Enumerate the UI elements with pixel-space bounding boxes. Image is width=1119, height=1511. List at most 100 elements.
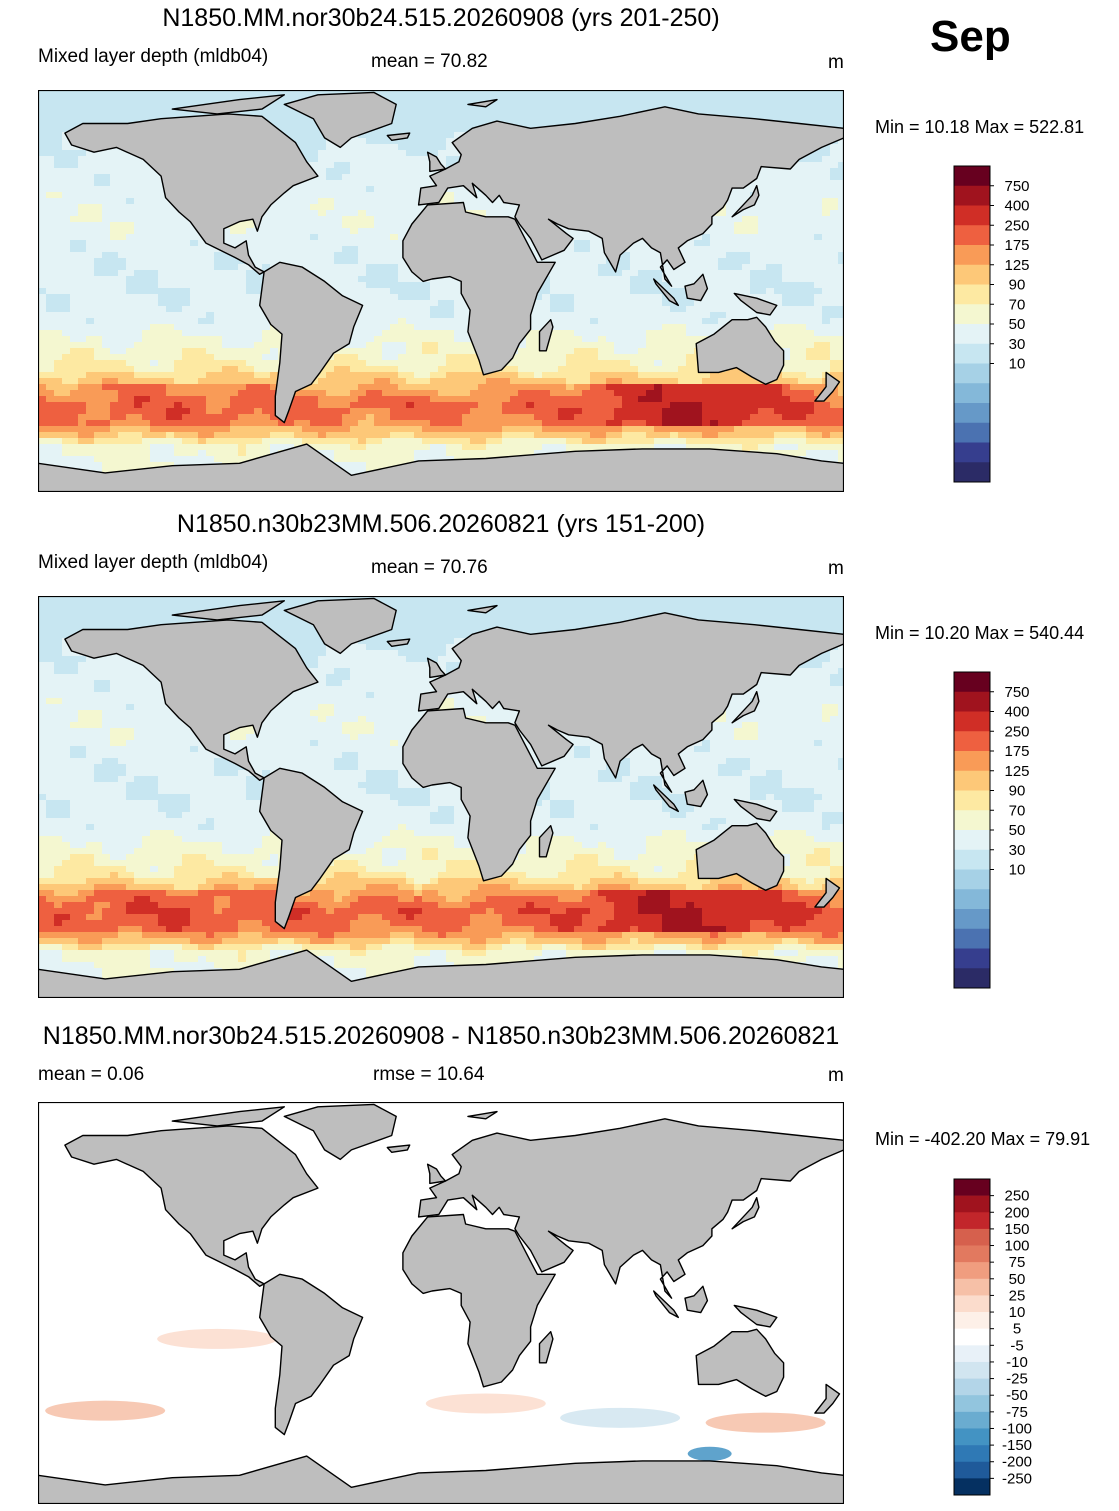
colorbar-swatch bbox=[954, 1478, 990, 1496]
panel-2-colorbar: 750 400 250 175 125 90 70 50 30 10 bbox=[953, 671, 1030, 989]
land-arctic-islands bbox=[171, 94, 285, 115]
colorbar-swatch bbox=[954, 343, 990, 364]
land-borneo bbox=[684, 1285, 709, 1314]
land-africa bbox=[402, 707, 556, 882]
land-new-guinea bbox=[733, 292, 778, 316]
colorbar-swatch bbox=[954, 830, 990, 851]
land-north-america bbox=[64, 619, 319, 781]
colorbar-tick-label: -10 bbox=[1006, 1354, 1028, 1371]
month-label: Sep bbox=[930, 12, 1011, 61]
land-sumatra bbox=[653, 278, 679, 307]
colorbar-swatch bbox=[954, 264, 990, 285]
colorbar-swatch bbox=[954, 1245, 990, 1263]
colorbar-tick-label: -150 bbox=[1002, 1437, 1032, 1454]
land-mask bbox=[38, 597, 844, 998]
colorbar-tick-label: 250 bbox=[1004, 1188, 1029, 1205]
colorbar-swatch bbox=[954, 928, 990, 949]
colorbar-swatch bbox=[954, 1461, 990, 1479]
anomaly-patch bbox=[687, 1446, 732, 1461]
colorbar-tick-label: 50 bbox=[1009, 316, 1026, 333]
colorbar-tick-label: 50 bbox=[1009, 1271, 1026, 1288]
colorbar-tick-label: -100 bbox=[1002, 1420, 1032, 1437]
colorbar-swatch bbox=[954, 869, 990, 890]
colorbar-swatch bbox=[954, 790, 990, 811]
colorbar-tick-label: -5 bbox=[1010, 1337, 1023, 1354]
land-antarctica bbox=[38, 443, 844, 492]
colorbar-tick-label: 150 bbox=[1004, 1221, 1029, 1238]
land-new-zealand bbox=[814, 371, 841, 402]
colorbar-tick-label: 400 bbox=[1004, 704, 1029, 721]
colorbar-tick-label: 750 bbox=[1004, 684, 1029, 701]
colorbar-tick-label: 70 bbox=[1009, 296, 1026, 313]
land-africa bbox=[402, 201, 556, 376]
land-north-america bbox=[64, 113, 319, 275]
colorbar-tick-label: 175 bbox=[1004, 237, 1029, 254]
panel-1-colorbar: 750 400 250 175 125 90 70 50 30 10 bbox=[953, 165, 1030, 483]
colorbar-swatch bbox=[954, 1262, 990, 1280]
colorbar-swatch bbox=[954, 948, 990, 969]
panel-2-variable-label: Mixed layer depth (mldb04) bbox=[38, 552, 269, 573]
land-iceland bbox=[386, 132, 411, 141]
colorbar-tick-label: 750 bbox=[1004, 178, 1029, 195]
anomaly-patch bbox=[425, 1393, 546, 1414]
colorbar-swatch bbox=[954, 324, 990, 345]
colorbar-swatch bbox=[954, 1278, 990, 1296]
colorbar-swatch bbox=[954, 770, 990, 791]
land-new-zealand bbox=[814, 1383, 841, 1414]
colorbar-tick-label: 90 bbox=[1009, 277, 1026, 294]
land-south-america bbox=[259, 767, 364, 930]
panel-1-units-label: m bbox=[828, 52, 844, 73]
colorbar-tick-label: 100 bbox=[1004, 1238, 1029, 1255]
panel-3-mean-label: mean = 0.06 bbox=[38, 1064, 145, 1085]
land-madagascar bbox=[538, 1331, 554, 1364]
land-svalbard bbox=[467, 98, 498, 108]
colorbar-tick-label: 250 bbox=[1004, 723, 1029, 740]
colorbar-swatch bbox=[954, 403, 990, 424]
colorbar-tick-label: -250 bbox=[1002, 1470, 1032, 1487]
land-borneo bbox=[684, 779, 709, 808]
colorbar-tick-label: 75 bbox=[1009, 1254, 1026, 1271]
colorbar-swatch bbox=[954, 166, 990, 187]
colorbar-tick-label: 125 bbox=[1004, 763, 1029, 780]
panel-1-title: N1850.MM.nor30b24.515.20260908 (yrs 201-… bbox=[162, 4, 720, 32]
land-greenland bbox=[283, 91, 397, 149]
colorbar-tick-label: 200 bbox=[1004, 1204, 1029, 1221]
panel-3-units-label: m bbox=[828, 1065, 844, 1086]
colorbar-swatch bbox=[954, 245, 990, 266]
map-frame bbox=[38, 1102, 844, 1504]
colorbar-swatch bbox=[954, 711, 990, 732]
land-borneo bbox=[684, 273, 709, 302]
colorbar-swatch bbox=[954, 1295, 990, 1313]
panel-1-map bbox=[38, 90, 844, 492]
colorbar-tick-label: 25 bbox=[1009, 1287, 1026, 1304]
colorbar-tick-label: 5 bbox=[1013, 1321, 1021, 1338]
colorbar-swatch bbox=[954, 363, 990, 384]
colorbar-tick-label: 10 bbox=[1009, 862, 1026, 879]
panel-3-map bbox=[38, 1102, 844, 1504]
land-iceland bbox=[386, 638, 411, 647]
colorbar-swatch bbox=[954, 1195, 990, 1213]
colorbar-swatch bbox=[954, 1361, 990, 1379]
colorbar-tick-label: 10 bbox=[1009, 356, 1026, 373]
panel-1-minmax-label: Min = 10.18 Max = 522.81 bbox=[875, 117, 1085, 137]
anomaly-patch bbox=[705, 1412, 826, 1433]
colorbar-tick-label: -75 bbox=[1006, 1404, 1028, 1421]
land-madagascar bbox=[538, 825, 554, 858]
land-japan bbox=[731, 185, 760, 218]
land-north-america bbox=[64, 1125, 319, 1287]
land-mask bbox=[38, 1103, 844, 1504]
land-japan bbox=[731, 1197, 760, 1230]
land-uk bbox=[426, 1163, 447, 1185]
colorbar-swatch bbox=[954, 185, 990, 206]
land-antarctica bbox=[38, 1455, 844, 1504]
colorbar-swatch bbox=[954, 1212, 990, 1230]
land-sumatra bbox=[653, 1290, 679, 1319]
land-eurasia bbox=[417, 1118, 844, 1299]
colorbar-tick-label: 50 bbox=[1009, 822, 1026, 839]
colorbar-swatch bbox=[954, 1411, 990, 1429]
colorbar-swatch bbox=[954, 442, 990, 463]
colorbar-frame bbox=[953, 1178, 991, 1496]
land-iceland bbox=[386, 1144, 411, 1153]
colorbar-swatch bbox=[954, 1345, 990, 1363]
panel-3-minmax-label: Min = -402.20 Max = 79.91 bbox=[875, 1129, 1091, 1149]
